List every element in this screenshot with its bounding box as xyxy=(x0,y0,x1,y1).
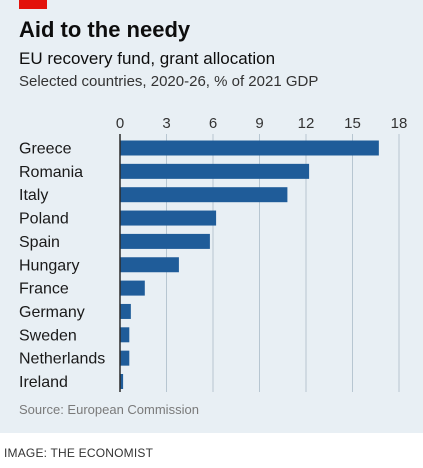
bar-germany xyxy=(120,303,131,319)
category-label: Germany xyxy=(19,304,85,321)
x-tick-label: 3 xyxy=(162,115,170,132)
category-label: Romania xyxy=(19,164,83,181)
bar-hungary xyxy=(120,257,179,273)
chart-card: Aid to the needy EU recovery fund, grant… xyxy=(0,0,423,433)
category-label: France xyxy=(19,281,69,298)
bar-italy xyxy=(120,187,288,203)
x-tick-label: 6 xyxy=(209,115,217,132)
category-label: Greece xyxy=(19,141,72,158)
bar-greece xyxy=(120,140,379,156)
category-label: Poland xyxy=(19,211,69,228)
x-tick-label: 15 xyxy=(344,115,361,132)
chart-description: Selected countries, 2020-26, % of 2021 G… xyxy=(19,73,319,90)
x-tick-label: 0 xyxy=(116,115,124,132)
category-label: Sweden xyxy=(19,327,77,344)
image-credit: IMAGE: THE ECONOMIST xyxy=(4,446,154,460)
x-tick-label: 18 xyxy=(391,115,408,132)
bar-chart: 0 3 6 9 12 15 18 Greece Romania Italy Poland Spain H… xyxy=(19,115,408,392)
bar-romania xyxy=(120,163,310,179)
bar-netherlands xyxy=(120,350,130,366)
bar-sweden xyxy=(120,327,130,343)
bar-ireland xyxy=(120,374,124,389)
bar-france xyxy=(120,280,145,296)
category-label: Ireland xyxy=(19,374,68,391)
source-note: Source: European Commission xyxy=(19,402,199,417)
chart-title: Aid to the needy xyxy=(19,17,191,42)
x-tick-label: 9 xyxy=(255,115,263,132)
bar-spain xyxy=(120,233,210,249)
x-tick-label: 12 xyxy=(298,115,315,132)
bar-poland xyxy=(120,210,217,226)
category-label: Italy xyxy=(19,187,48,204)
category-label: Netherlands xyxy=(19,351,105,368)
category-label: Hungary xyxy=(19,257,79,274)
category-label: Spain xyxy=(19,234,60,251)
chart-subtitle: EU recovery fund, grant allocation xyxy=(19,49,276,68)
brand-tag xyxy=(19,0,47,9)
